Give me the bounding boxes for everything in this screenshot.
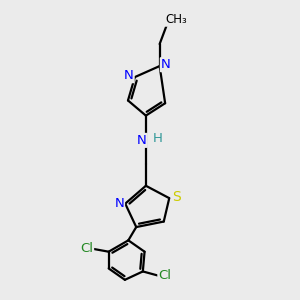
Text: H: H xyxy=(152,133,162,146)
Text: N: N xyxy=(161,58,171,71)
Text: N: N xyxy=(137,134,147,147)
Text: N: N xyxy=(124,69,134,82)
Text: S: S xyxy=(172,190,181,204)
Text: CH₃: CH₃ xyxy=(165,13,187,26)
Text: Cl: Cl xyxy=(80,242,93,255)
Text: N: N xyxy=(114,197,124,210)
Text: Cl: Cl xyxy=(158,269,171,282)
